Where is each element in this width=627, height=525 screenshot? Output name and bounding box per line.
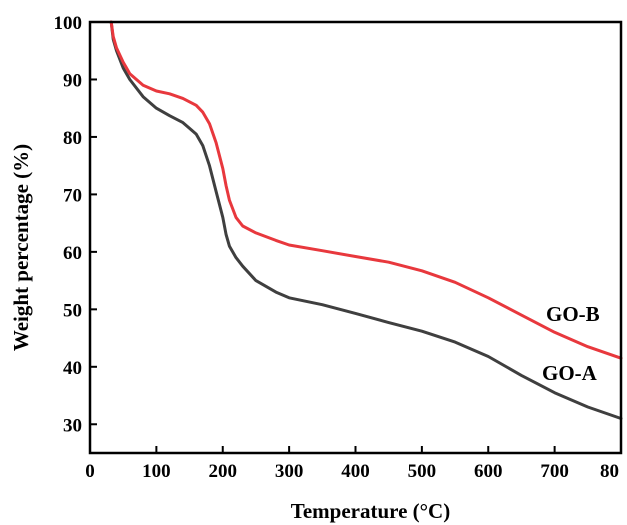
- x-tick-label: 80: [600, 461, 619, 482]
- y-tick-label: 60: [63, 243, 82, 264]
- y-tick-label: 80: [63, 128, 82, 149]
- y-tick-label: 40: [63, 358, 82, 379]
- x-tick-label: 200: [209, 461, 238, 482]
- y-axis: 30 40 50 60 70 80 90 100: [54, 13, 97, 436]
- x-tick-label: 400: [341, 461, 370, 482]
- y-tick-label: 50: [63, 300, 82, 321]
- x-tick-label: 0: [85, 461, 95, 482]
- y-tick-label: 70: [63, 185, 82, 206]
- x-tick-label: 300: [275, 461, 304, 482]
- series-line-go-b: [109, 20, 623, 360]
- x-axis: 0 100 200 300 400 500 600 700 80: [85, 446, 622, 482]
- x-axis-title: Temperature (°C): [291, 499, 450, 523]
- x-tick-label: 700: [540, 461, 569, 482]
- x-tick-label: 100: [142, 461, 171, 482]
- series-label-go-a: GO-A: [542, 361, 598, 385]
- y-tick-label: 30: [63, 415, 82, 436]
- plot-frame: [88, 20, 623, 455]
- x-tick-label: 500: [408, 461, 437, 482]
- series-line-go-a: [109, 20, 623, 420]
- y-tick-label: 90: [63, 70, 82, 91]
- y-axis-title: Weight percentage (%): [9, 144, 33, 351]
- x-tick-label: 600: [474, 461, 503, 482]
- plot-lines: [109, 20, 623, 420]
- series-label-go-b: GO-B: [546, 302, 600, 326]
- y-tick-label: 100: [54, 13, 83, 34]
